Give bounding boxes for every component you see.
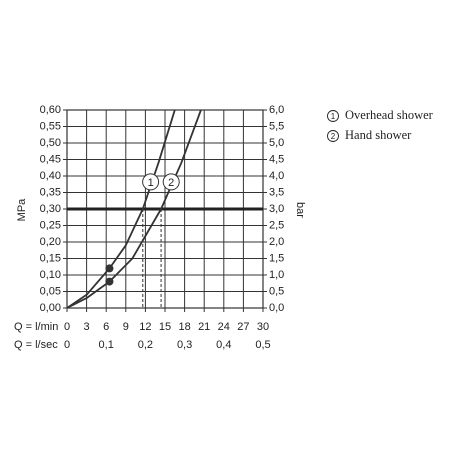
legend-number: 1 bbox=[331, 112, 336, 121]
y-tick-label: 0,25 bbox=[40, 219, 61, 231]
y-tick-label: 0,30 bbox=[40, 203, 61, 215]
y-tick-label: 0,35 bbox=[40, 186, 61, 198]
y2-tick-label: 6,0 bbox=[269, 104, 284, 116]
marker-dot bbox=[105, 277, 114, 286]
x-tick-label: 15 bbox=[159, 321, 171, 333]
y2-tick-label: 5,0 bbox=[269, 137, 284, 149]
y-tick-label: 0,40 bbox=[40, 170, 61, 182]
y2-tick-label: 1,5 bbox=[269, 252, 284, 264]
y2-tick-label: 4,5 bbox=[269, 153, 284, 165]
x2-tick-label: 0,3 bbox=[177, 339, 192, 351]
x-tick-label: 3 bbox=[84, 321, 90, 333]
y-tick-label: 0,60 bbox=[40, 104, 61, 116]
legend-label: Overhead shower bbox=[345, 108, 434, 122]
y2-tick-label: 0,5 bbox=[269, 285, 284, 297]
curve-label-circle bbox=[142, 173, 160, 191]
y-tick-label: 0,55 bbox=[40, 120, 61, 132]
marker-dot bbox=[105, 264, 114, 273]
curve bbox=[66, 109, 202, 309]
x2-tick-label: 0,2 bbox=[138, 339, 153, 351]
y2-tick-label: 0,0 bbox=[269, 302, 284, 314]
x-tick-label: 27 bbox=[237, 321, 249, 333]
curve-label: 2 bbox=[168, 177, 174, 189]
legend-circle bbox=[327, 110, 339, 122]
y-tick-label: 0,20 bbox=[40, 236, 61, 248]
y2-tick-label: 4,0 bbox=[269, 170, 284, 182]
x-tick-label: 9 bbox=[123, 321, 129, 333]
legend-label: Hand shower bbox=[345, 128, 412, 142]
curve-label: 1 bbox=[148, 177, 154, 189]
x-tick-label: 21 bbox=[198, 321, 210, 333]
x2-tick-label: 0,5 bbox=[255, 339, 270, 351]
y-tick-label: 0,00 bbox=[40, 302, 61, 314]
y-tick-label: 0,10 bbox=[40, 269, 61, 281]
curve bbox=[66, 109, 176, 309]
x-axis-label: Q = l/min bbox=[14, 321, 58, 333]
y2-tick-label: 3,5 bbox=[269, 186, 284, 198]
y2-tick-label: 2,5 bbox=[269, 219, 284, 231]
x2-axis-label: Q = l/sec bbox=[14, 339, 58, 351]
legend-number: 2 bbox=[331, 132, 336, 141]
x-tick-label: 12 bbox=[139, 321, 151, 333]
y2-tick-label: 1,0 bbox=[269, 269, 284, 281]
x2-tick-label: 0 bbox=[64, 339, 70, 351]
y-axis-label: MPa bbox=[16, 198, 28, 222]
y-tick-label: 0,50 bbox=[40, 137, 61, 149]
y2-tick-label: 3,0 bbox=[269, 203, 284, 215]
y-tick-label: 0,05 bbox=[40, 285, 61, 297]
y2-tick-label: 2,0 bbox=[269, 236, 284, 248]
legend-circle bbox=[327, 130, 339, 142]
x2-tick-label: 0,4 bbox=[216, 339, 231, 351]
y2-tick-label: 5,5 bbox=[269, 120, 284, 132]
curve-label-circle bbox=[162, 173, 180, 191]
y-tick-label: 0,45 bbox=[40, 153, 61, 165]
y-tick-label: 0,15 bbox=[40, 252, 61, 264]
x-tick-label: 0 bbox=[64, 321, 70, 333]
y2-axis-label: bar bbox=[294, 202, 306, 218]
x2-tick-label: 0,1 bbox=[99, 339, 114, 351]
x-tick-label: 6 bbox=[103, 321, 109, 333]
x-tick-label: 30 bbox=[257, 321, 269, 333]
x-tick-label: 24 bbox=[218, 321, 230, 333]
x-tick-label: 18 bbox=[178, 321, 190, 333]
